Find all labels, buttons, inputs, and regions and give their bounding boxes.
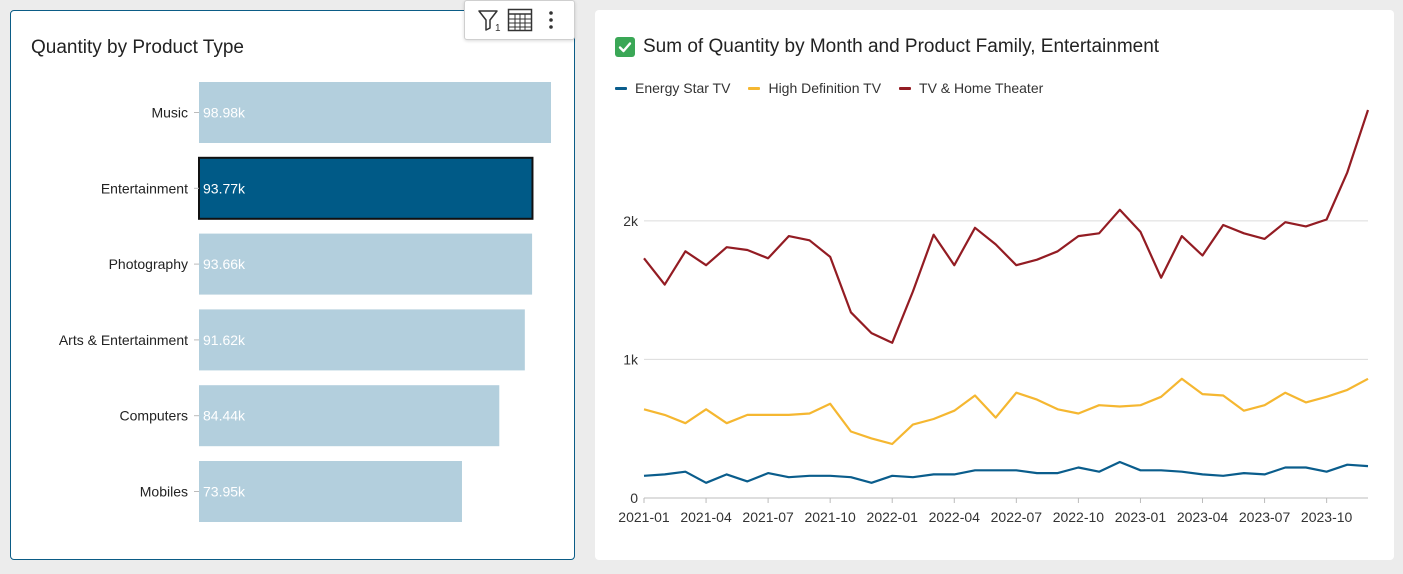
x-tick-label: 2023-10 xyxy=(1301,509,1353,525)
legend-label: High Definition TV xyxy=(768,80,882,96)
bar-arts-entertainment[interactable] xyxy=(199,309,525,371)
more-options-button[interactable] xyxy=(537,6,565,34)
x-tick-label: 2023-01 xyxy=(1115,509,1167,525)
legend-swatch xyxy=(899,86,912,90)
x-tick-label: 2022-07 xyxy=(991,509,1043,525)
legend-item[interactable]: TV & Home Theater xyxy=(899,80,1043,96)
data-label: 73.95k xyxy=(203,484,246,500)
data-label: 93.66k xyxy=(203,256,246,272)
sum-of-quantity-card: Sum of Quantity by Month and Product Fam… xyxy=(595,10,1394,560)
x-tick-label: 2023-07 xyxy=(1239,509,1291,525)
bar-photography[interactable] xyxy=(199,233,533,295)
more-vert-icon xyxy=(548,11,553,29)
category-label: Music xyxy=(151,105,188,121)
legend-swatch xyxy=(748,86,761,90)
series-line-high-definition-tv[interactable] xyxy=(643,377,1369,446)
x-tick-label: 2021-10 xyxy=(804,509,856,525)
series-line-energy-star-tv[interactable] xyxy=(643,460,1369,484)
right-chart-title: Sum of Quantity by Month and Product Fam… xyxy=(643,36,1160,57)
bar-music[interactable] xyxy=(199,82,551,143)
right-chart-title-row: Sum of Quantity by Month and Product Fam… xyxy=(615,36,1159,58)
bar-chart: Music 98.98k Entertainment 93.77k Photograph… xyxy=(59,82,551,522)
bar-computers[interactable] xyxy=(199,385,500,447)
x-tick-label: 2022-04 xyxy=(929,509,981,525)
category-label: Mobiles xyxy=(140,484,188,500)
y-tick-label: 0 xyxy=(630,490,638,506)
bar-mobiles[interactable] xyxy=(199,461,462,522)
filter-count: 1 xyxy=(495,23,501,33)
category-label: Photography xyxy=(109,256,188,272)
legend-swatch xyxy=(615,86,627,90)
data-label: 93.77k xyxy=(203,180,246,196)
chart-toolbar: 1 xyxy=(464,0,575,40)
left-chart-title: Quantity by Product Type xyxy=(31,37,244,58)
x-tick-label: 2023-04 xyxy=(1177,509,1229,525)
x-tick-label: 2021-04 xyxy=(680,509,732,525)
y-tick-label: 1k xyxy=(623,351,639,367)
quantity-by-product-type-card: Quantity by Product Type Music 98.98k Ente… xyxy=(10,10,575,560)
table-icon xyxy=(507,8,532,32)
x-tick-label: 2022-01 xyxy=(867,509,919,525)
category-label: Arts & Entertainment xyxy=(59,332,188,348)
category-label: Entertainment xyxy=(101,180,188,196)
x-tick-label: 2021-07 xyxy=(742,509,794,525)
y-tick-label: 2k xyxy=(623,213,639,229)
line-chart-legend: Energy Star TV High Definition TV TV & Hom… xyxy=(615,80,1043,96)
data-label: 84.44k xyxy=(203,408,246,424)
legend-item[interactable]: Energy Star TV xyxy=(615,80,730,96)
legend-item[interactable]: High Definition TV xyxy=(748,80,881,96)
legend-label: TV & Home Theater xyxy=(919,80,1044,96)
data-label: 91.62k xyxy=(203,332,246,348)
category-label: Computers xyxy=(120,408,188,424)
x-tick-label: 2021-01 xyxy=(618,509,670,525)
x-tick-label: 2022-10 xyxy=(1053,509,1105,525)
filter-button[interactable]: 1 xyxy=(475,6,503,34)
bar-entertainment[interactable] xyxy=(198,156,534,220)
filter-icon: 1 xyxy=(477,10,501,33)
view-table-button[interactable] xyxy=(506,6,534,34)
series-line-tv-home-theater[interactable] xyxy=(643,109,1370,344)
check-mark-icon xyxy=(615,37,635,57)
line-chart: 0 1k 2k 2021-01 2021-04 2021-07 2021-10 2022-01… xyxy=(618,109,1370,525)
data-label: 98.98k xyxy=(203,105,246,121)
legend-label: Energy Star TV xyxy=(635,80,731,96)
